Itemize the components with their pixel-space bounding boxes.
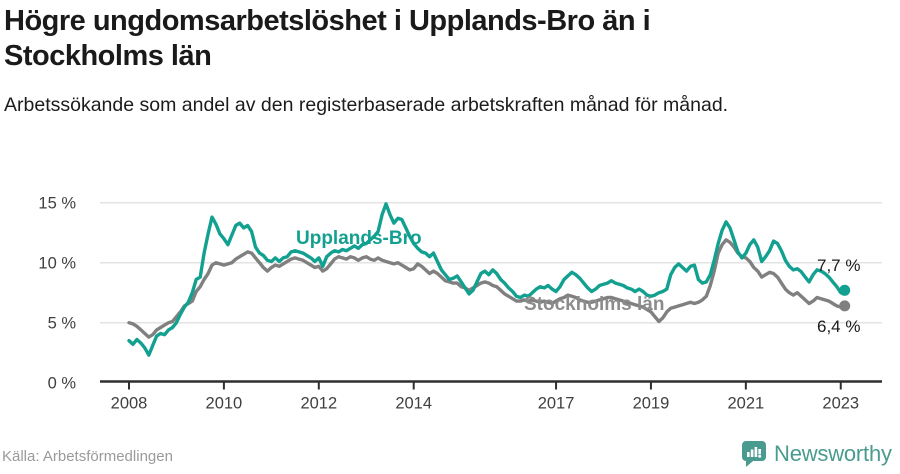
y-tick-label: 0 % <box>48 375 77 393</box>
x-tick-label: 2017 <box>538 395 575 413</box>
end-value-label-stockholms-lan: 6,4 % <box>817 317 861 336</box>
end-value-label-upplands-bro: 7,7 % <box>817 256 861 275</box>
x-tick-label: 2023 <box>822 395 859 413</box>
upplands-bro-line <box>127 202 847 357</box>
x-tick-label: 2012 <box>300 395 337 413</box>
newsworthy-logo[interactable]: Newsworthy <box>741 440 892 467</box>
x-tick-label: 2008 <box>111 395 148 413</box>
stockholms-lan-line <box>127 238 847 339</box>
y-tick-label: 15 % <box>38 195 76 213</box>
series-label-upplands-bro: Upplands-Bro <box>296 228 422 249</box>
y-tick-label: 10 % <box>38 255 76 273</box>
upplands-bro-end-dot <box>839 284 851 296</box>
x-tick-label: 2019 <box>633 395 670 413</box>
x-tick-label: 2014 <box>395 395 432 413</box>
source-attribution: Källa: Arbetsförmedlingen <box>2 448 173 465</box>
stockholms-lan-end-dot <box>839 300 851 312</box>
page-title: Högre ungdomsarbetslöshet i Upplands-Bro… <box>4 5 651 73</box>
chart-subtitle: Arbetssökande som andel av den registerb… <box>4 94 729 116</box>
y-tick-label: 5 % <box>48 315 77 333</box>
newsworthy-icon <box>742 441 766 467</box>
x-tick-label: 2010 <box>206 395 243 413</box>
newsworthy-logo-text: Newsworthy <box>774 440 892 466</box>
series-label-stockholms-lan: Stockholms län <box>524 294 665 315</box>
x-tick-label: 2021 <box>727 395 764 413</box>
